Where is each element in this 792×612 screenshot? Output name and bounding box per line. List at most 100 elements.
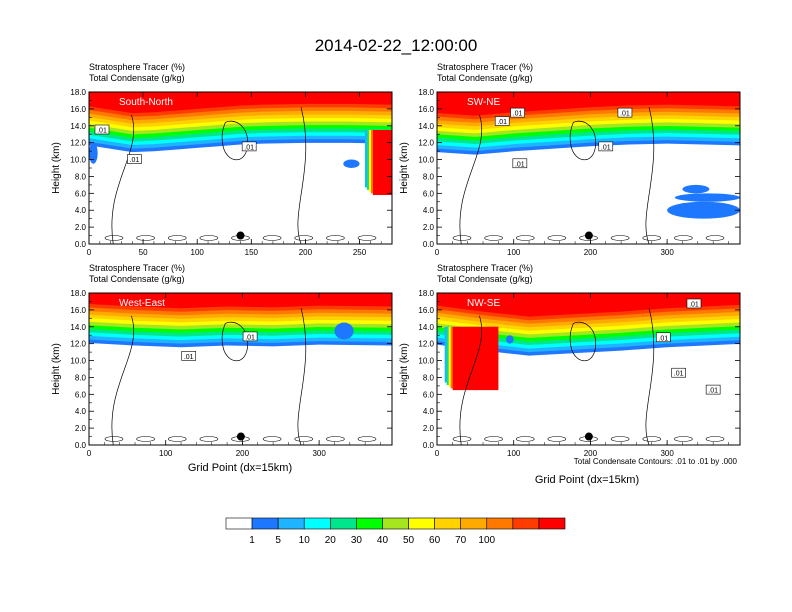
panel-name: SW-NE xyxy=(467,97,500,108)
contour-label: .01 xyxy=(130,157,140,164)
panel-header-tracer: Stratosphere Tracer (%) xyxy=(437,62,533,72)
intrusion-band xyxy=(452,326,499,391)
condensate-contour xyxy=(515,235,535,241)
x-tick-label: 100 xyxy=(507,248,521,257)
y-tick-label: 14.0 xyxy=(70,122,86,131)
colorbar-label: 10 xyxy=(299,535,311,546)
plot-area: .01 .01 .01 South-North xyxy=(89,92,392,244)
condensate-contour xyxy=(104,436,124,442)
panel-name: NW-SE xyxy=(467,298,500,309)
y-tick-label: 18.0 xyxy=(70,88,86,97)
colorbar-label: 20 xyxy=(325,535,337,546)
condensate-contour xyxy=(569,321,597,362)
colorbar-label: 50 xyxy=(403,535,415,546)
y-tick-label: 6.0 xyxy=(423,390,435,399)
condensate-contour xyxy=(262,235,282,241)
panel-west-east: Stratosphere Tracer (%)Total Condensate … xyxy=(51,263,393,458)
colorbar-swatch xyxy=(382,517,409,530)
contour-label-box xyxy=(510,107,525,118)
panel-header-condensate: Total Condensate (g/kg) xyxy=(437,274,533,284)
x-tick-label: 300 xyxy=(660,449,674,458)
x-tick-label: 150 xyxy=(245,248,259,257)
condensate-contour xyxy=(294,436,314,442)
condensate-contour xyxy=(167,436,187,442)
y-tick-label: 10.0 xyxy=(418,156,434,165)
contour-label-box xyxy=(127,154,142,164)
y-tick-label: 12.0 xyxy=(70,139,86,148)
condensate-contour xyxy=(326,436,345,442)
condensate-contour xyxy=(297,308,307,445)
panel-header-condensate: Total Condensate (g/kg) xyxy=(89,274,185,284)
contour-label: .01 xyxy=(658,335,668,342)
contour-label: .01 xyxy=(674,371,684,378)
condensate-contour xyxy=(642,235,662,241)
condensate-contour xyxy=(167,235,187,241)
x-tick-label: 300 xyxy=(312,449,326,458)
y-tick-label: 8.0 xyxy=(75,373,87,382)
tracer-patch xyxy=(667,201,740,219)
x-tick-label: 0 xyxy=(87,449,92,458)
tracer-patch xyxy=(674,193,740,202)
x-tick-label: 50 xyxy=(139,248,148,257)
y-tick-label: 8.0 xyxy=(75,172,87,181)
condensate-contour xyxy=(111,114,135,244)
contour-label: .01 xyxy=(513,111,523,118)
y-tick-label: 8.0 xyxy=(423,373,435,382)
condensate-contour xyxy=(297,107,307,244)
contour-label: .01 xyxy=(97,128,107,135)
tracer-patch xyxy=(343,159,360,168)
y-tick-label: 0.0 xyxy=(423,240,435,249)
plot-area: .01 .01 West-East xyxy=(89,293,392,445)
contour-label-box xyxy=(242,331,258,342)
colorbar-label: 40 xyxy=(377,535,389,546)
x-tick-label: 100 xyxy=(191,248,205,257)
contour-label: .01 xyxy=(689,301,699,308)
contour-label-box xyxy=(705,384,721,395)
condensate-contour xyxy=(484,235,503,241)
condensate-contour xyxy=(136,235,155,241)
contour-label-box xyxy=(512,158,528,169)
y-tick-label: 2.0 xyxy=(75,424,87,433)
contour-label-box xyxy=(617,107,633,118)
figure-title: 2014-02-22_12:00:00 xyxy=(315,36,478,55)
colorbar-label: 70 xyxy=(455,535,467,546)
contour-label: .01 xyxy=(708,388,718,395)
colorbar-swatch xyxy=(225,517,253,530)
y-tick-label: 2.0 xyxy=(423,424,435,433)
contour-label: .01 xyxy=(620,111,630,118)
panel-name: South-North xyxy=(119,97,173,108)
contour-label-box xyxy=(686,298,702,309)
y-tick-label: 12.0 xyxy=(70,340,86,349)
y-tick-label: 6.0 xyxy=(75,390,87,399)
panel-header-tracer: Stratosphere Tracer (%) xyxy=(89,62,185,72)
y-tick-label: 8.0 xyxy=(423,172,435,181)
colorbar-swatch xyxy=(538,517,566,530)
tracer-core xyxy=(89,293,392,305)
panel-sw-ne: Stratosphere Tracer (%)Total Condensate … xyxy=(399,62,741,257)
condensate-contour xyxy=(547,436,567,442)
panel-south-north: Stratosphere Tracer (%)Total Condensate … xyxy=(51,62,393,257)
contour-label: .01 xyxy=(184,354,194,361)
x-axis-label-right: Grid Point (dx=15km) xyxy=(535,474,639,486)
y-tick-label: 4.0 xyxy=(423,407,435,416)
y-tick-label: 10.0 xyxy=(70,357,86,366)
y-tick-label: 16.0 xyxy=(70,306,86,315)
y-tick-label: 4.0 xyxy=(423,206,435,215)
tracer-patch xyxy=(506,335,514,344)
contour-label-box xyxy=(671,367,686,378)
tracer-core xyxy=(437,293,740,314)
condensate-contour xyxy=(199,436,219,442)
colorbar-swatch xyxy=(512,517,540,530)
colorbar-swatch xyxy=(330,517,357,530)
location-marker xyxy=(236,231,245,240)
y-axis-label: Height (km) xyxy=(51,142,62,194)
tracer-patch xyxy=(334,322,354,340)
condensate-contour xyxy=(357,235,377,241)
tracer-core xyxy=(437,92,740,113)
x-tick-label: 0 xyxy=(435,248,440,257)
condensate-contour xyxy=(459,315,483,445)
condensate-contour xyxy=(459,114,483,244)
colorbar-swatch xyxy=(434,517,461,530)
y-tick-label: 16.0 xyxy=(418,105,434,114)
panel-header-condensate: Total Condensate (g/kg) xyxy=(437,73,533,83)
